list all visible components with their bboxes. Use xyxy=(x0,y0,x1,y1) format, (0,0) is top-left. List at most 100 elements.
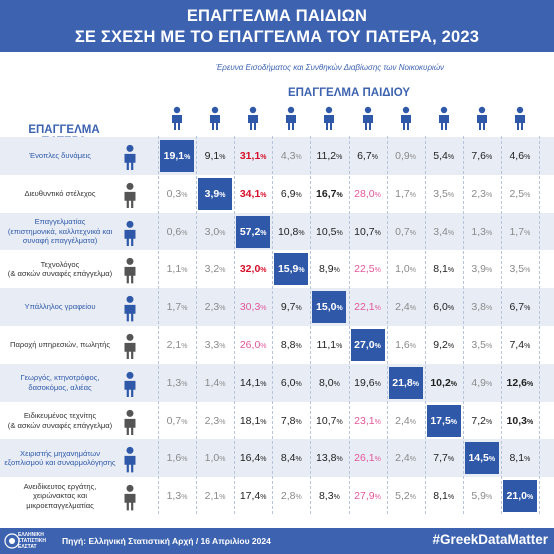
data-cell: 18,1% xyxy=(236,405,270,437)
data-cell: 2,1% xyxy=(198,480,232,512)
cell-value: 4,9 xyxy=(471,376,486,389)
clerk-icon xyxy=(319,106,339,130)
row-label-main: Γεωργός, κτηνοτρόφος, δασοκόμος, αλιέας xyxy=(20,373,100,392)
data-cell: 3,0% xyxy=(198,216,232,248)
data-cell: 0,7% xyxy=(160,405,194,437)
cell-value: 7,7 xyxy=(433,452,448,465)
data-cell: 1,7% xyxy=(389,178,423,210)
cell-value: 1,0 xyxy=(395,263,410,276)
data-cell: 1,0% xyxy=(198,442,232,474)
cell-value: 8,4 xyxy=(280,452,296,465)
data-cell: 11,2% xyxy=(312,140,346,172)
cell-value: 5,2 xyxy=(395,490,410,503)
data-cell: 10,2% xyxy=(427,367,461,399)
cell-value: 10,8 xyxy=(277,225,299,238)
data-cell: 5,9% xyxy=(465,480,499,512)
data-cell: 3,4% xyxy=(427,216,461,248)
diagonal-cell: 57,2% xyxy=(236,215,271,248)
data-cell: 0,7% xyxy=(389,216,423,248)
data-cell: 10,8% xyxy=(274,216,308,248)
data-cell: 31,1% xyxy=(236,140,270,172)
column-divider xyxy=(234,136,236,514)
manager-icon xyxy=(119,182,141,209)
cell-value: 1,4 xyxy=(204,376,220,389)
data-cell: 12,6% xyxy=(503,367,537,399)
soldier-icon xyxy=(119,144,141,171)
cell-percent-sign: % xyxy=(488,456,496,464)
data-cell: 2,4% xyxy=(389,405,423,437)
cell-percent-sign: % xyxy=(447,305,455,313)
data-cell: 6,7% xyxy=(351,140,385,172)
data-cell: 3,8% xyxy=(465,291,499,323)
data-cell: 0,3% xyxy=(160,178,194,210)
column-divider xyxy=(158,136,159,514)
cell-percent-sign: % xyxy=(485,154,493,161)
data-cell: 1,3% xyxy=(160,480,194,512)
cell-value: 3,2 xyxy=(204,263,220,276)
row-label: Υπάλληλος γραφείου xyxy=(4,302,116,312)
clerk-icon xyxy=(119,295,141,322)
column-divider xyxy=(348,136,350,514)
cell-percent-sign: % xyxy=(181,267,188,275)
cell-value: 2,3 xyxy=(204,301,220,314)
cell-value: 7,8 xyxy=(280,414,296,427)
craft-worker-icon xyxy=(438,106,449,130)
data-cell: 8,3% xyxy=(312,480,346,512)
cell-value: 3,4 xyxy=(433,225,448,238)
column-divider xyxy=(424,136,426,514)
cell-value: 6,0 xyxy=(280,376,296,389)
data-cell: 6,0% xyxy=(274,367,308,399)
data-cell: 6,9% xyxy=(274,178,308,210)
elstat-logo-icon xyxy=(4,533,20,549)
professional-icon xyxy=(243,106,263,130)
cell-value: 1,1 xyxy=(166,263,182,276)
cell-value: 5,4 xyxy=(433,150,448,162)
laborer-icon xyxy=(119,484,141,511)
cell-percent-sign: % xyxy=(219,229,226,237)
cell-percent-sign: % xyxy=(295,456,302,464)
professional-icon xyxy=(119,220,141,246)
data-cell: 2,3% xyxy=(198,291,232,323)
data-cell: 2,5% xyxy=(503,178,537,210)
cell-percent-sign: % xyxy=(526,494,534,502)
cell-value: 34,1 xyxy=(239,187,261,200)
data-cell: 2,4% xyxy=(389,442,423,474)
cell-value: 32,0 xyxy=(239,263,261,276)
cell-value: 15,9 xyxy=(277,263,299,276)
data-cell: 3,3% xyxy=(198,329,232,361)
data-cell: 0,9% xyxy=(389,140,423,172)
cell-value: 8,8 xyxy=(280,339,296,351)
diagonal-cell: 21,0% xyxy=(502,480,537,513)
row-label-main: Ανειδίκευτος εργάτης, χειρώνακτας και μι… xyxy=(23,481,97,510)
data-cell: 1,6% xyxy=(389,329,423,361)
technician-icon xyxy=(281,106,301,130)
data-cell: 7,4% xyxy=(503,329,537,361)
manager-icon xyxy=(210,106,221,130)
cell-percent-sign: % xyxy=(260,229,267,237)
row-band xyxy=(0,439,554,478)
soldier-icon xyxy=(172,106,182,130)
row-label: Διευθυντικό στέλεχος xyxy=(4,189,116,199)
diagonal-cell: 27,0% xyxy=(350,329,385,361)
hashtag: #GreekDataMatter xyxy=(432,532,548,547)
row-label-main: Παροχή υπηρεσιών, πωλητής xyxy=(10,340,110,350)
cell-percent-sign: % xyxy=(219,305,226,313)
cell-value: 27,9 xyxy=(354,490,375,503)
data-cell: 7,2% xyxy=(465,405,499,437)
source-note: Πηγή: Ελληνική Στατιστική Αρχή / 16 Απρι… xyxy=(62,536,271,546)
service-worker-icon xyxy=(362,106,373,130)
cell-value: 21,0 xyxy=(506,490,527,503)
laborer-icon xyxy=(510,106,530,130)
data-cell: 3,5% xyxy=(427,178,461,210)
cell-value: 2,3 xyxy=(204,414,220,427)
diagonal-cell: 14,5% xyxy=(464,442,499,475)
data-cell: 22,5% xyxy=(351,253,385,285)
cell-value: 6,7 xyxy=(509,301,525,314)
cell-value: 19,1 xyxy=(163,150,185,162)
cell-value: 3,3 xyxy=(204,339,220,351)
service-worker-icon xyxy=(119,333,141,360)
professional-icon xyxy=(248,106,259,130)
row-label: Ειδικευμένος τεχνίτης (& ασκών συναφές επ… xyxy=(4,411,116,430)
data-cell: 4,9% xyxy=(465,367,499,399)
data-cell: 26,1% xyxy=(351,442,385,474)
